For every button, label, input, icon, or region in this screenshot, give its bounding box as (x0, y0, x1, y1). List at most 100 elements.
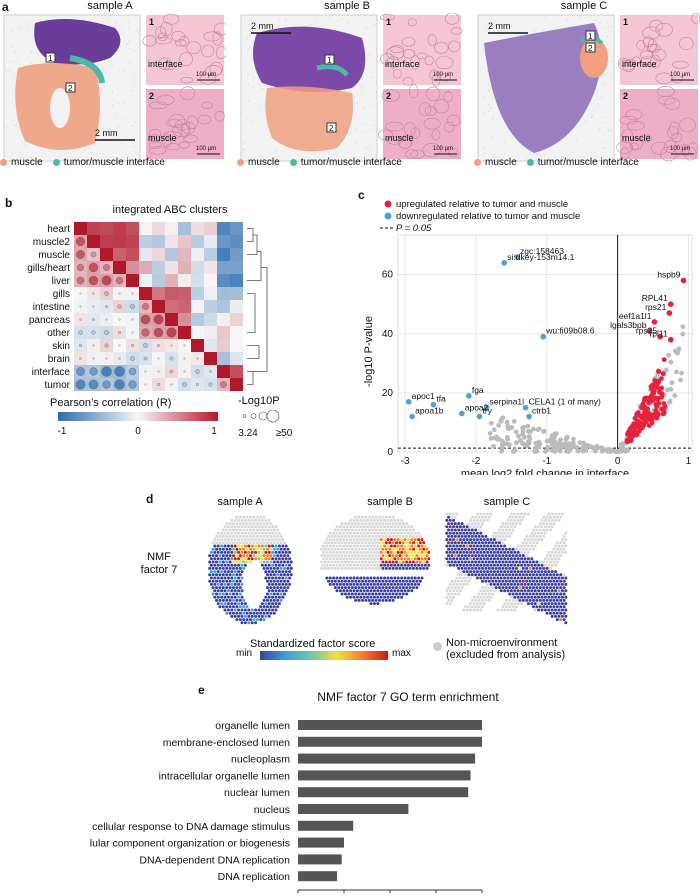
cell-outline (389, 45, 404, 53)
spot (562, 611, 566, 615)
up-point (661, 410, 667, 416)
heatmap-circle (131, 344, 134, 347)
gene-point (556, 444, 561, 449)
spot (470, 522, 474, 526)
spot (243, 525, 247, 529)
spot (518, 547, 522, 551)
spot (479, 512, 483, 516)
spot (255, 541, 259, 545)
spot (427, 550, 431, 554)
spot (535, 560, 539, 564)
x-tick-label: 1 (686, 456, 692, 467)
spot (279, 592, 283, 596)
spot (252, 554, 256, 558)
up-label: lgals3bpb (610, 320, 647, 330)
heatmap-cell (230, 235, 243, 248)
spot (367, 515, 371, 519)
spot (393, 557, 397, 561)
heatmap-cell (178, 261, 191, 274)
spot (386, 518, 390, 522)
spot (364, 547, 368, 551)
spot (330, 566, 334, 570)
spot (470, 541, 474, 545)
spot (221, 566, 225, 570)
heatmap-cell (204, 326, 217, 339)
spot (230, 570, 234, 574)
spot (255, 515, 259, 519)
spot (418, 579, 422, 583)
slide-spot (608, 129, 610, 132)
heatmap-circle (102, 380, 111, 389)
gene-point (623, 447, 629, 453)
spot (223, 525, 227, 529)
spot (516, 550, 520, 554)
spot (420, 563, 424, 567)
spot (543, 582, 547, 586)
spot (257, 525, 261, 529)
spot (405, 560, 409, 564)
spot (355, 525, 359, 529)
gene-point (525, 423, 531, 429)
spot (230, 525, 234, 529)
spot (271, 595, 275, 599)
spot (501, 528, 505, 532)
heatmap-cell (87, 235, 100, 248)
spot (237, 595, 241, 599)
spot (381, 515, 385, 519)
spot (509, 589, 513, 593)
up-point (660, 371, 666, 377)
spot (349, 538, 353, 542)
spot (460, 586, 464, 590)
heatmap-cell (204, 222, 217, 235)
spot (487, 560, 491, 564)
spot (272, 592, 276, 596)
spot (362, 544, 366, 548)
muscle-dot (237, 159, 244, 166)
spot (501, 573, 505, 577)
spot (232, 566, 235, 570)
spot (211, 579, 215, 583)
spot (283, 560, 286, 564)
spot (518, 579, 522, 583)
slide-spot (31, 62, 33, 65)
heatmap-circle (118, 292, 121, 295)
spot (337, 547, 341, 551)
spot (420, 550, 424, 554)
panel-a-label: a (2, 0, 9, 14)
colorbar-title: Pearson’s correlation (R) (50, 397, 172, 409)
spot (277, 589, 281, 593)
spot (547, 595, 551, 599)
spot (267, 570, 271, 574)
spot (235, 534, 239, 538)
slide-spot (111, 91, 114, 93)
spot (564, 550, 568, 554)
spot (549, 566, 552, 570)
spot (213, 589, 217, 593)
spot (266, 611, 269, 615)
gene-point (500, 439, 506, 444)
spot (472, 544, 476, 548)
spot (288, 570, 292, 574)
spot (537, 525, 541, 529)
spot (355, 595, 359, 599)
spot (496, 531, 500, 535)
inset-number: 2 (386, 91, 391, 101)
spot (557, 608, 561, 612)
spot (494, 541, 498, 545)
spot (249, 522, 252, 526)
spot (458, 570, 462, 574)
spot (398, 592, 402, 596)
heatmap-circle (183, 370, 186, 373)
spot (381, 592, 385, 596)
spot (469, 544, 473, 548)
spot (464, 566, 467, 570)
spot (464, 547, 467, 551)
heatmap-circle (208, 382, 213, 387)
spot (525, 534, 529, 538)
gene-point (511, 449, 517, 454)
spot (378, 560, 381, 564)
spot (542, 534, 546, 538)
spot (547, 512, 551, 516)
spot (533, 582, 537, 586)
spot (240, 582, 244, 586)
